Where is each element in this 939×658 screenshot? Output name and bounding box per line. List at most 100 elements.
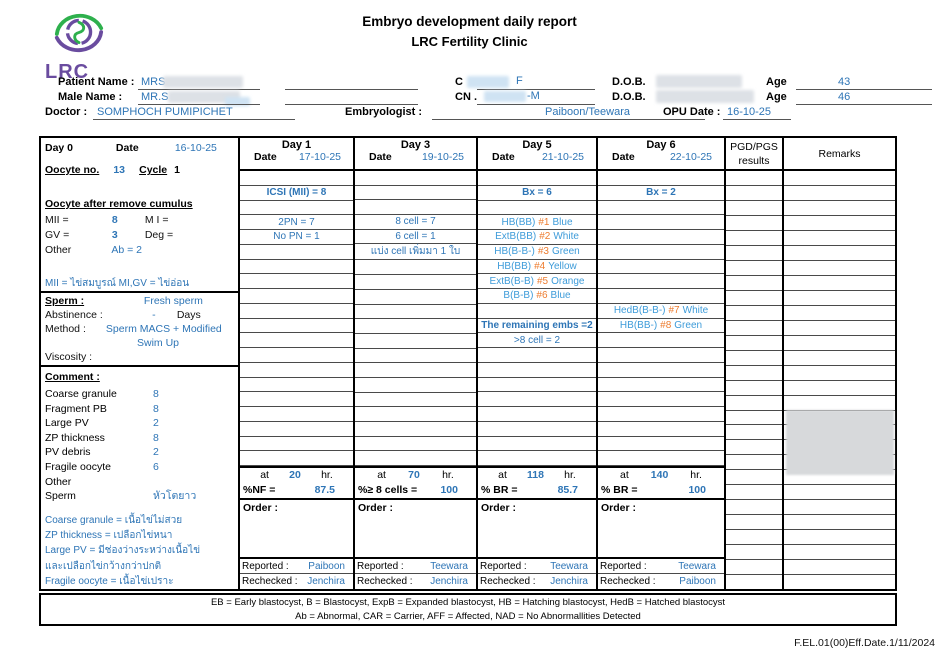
table-row xyxy=(784,545,895,561)
comment-item-label: Fragment PB xyxy=(45,402,107,415)
pgd-header-line2: results xyxy=(738,155,770,167)
table-row: ExtB(BB) #2 White xyxy=(478,230,596,245)
table-row xyxy=(598,215,724,230)
hours-value: 20 xyxy=(289,469,301,481)
oocyte-no-line: Oocyte no. 13 Cycle 1 xyxy=(45,164,236,176)
percentage-row: %NF = 87.5 xyxy=(240,482,353,500)
table-row xyxy=(726,381,782,396)
table-row xyxy=(726,560,782,576)
table-row xyxy=(726,530,782,546)
table-row xyxy=(240,378,353,393)
table-row xyxy=(355,437,476,452)
table-row xyxy=(240,289,353,304)
date-label: Date xyxy=(369,151,392,163)
day-column-header: Day 3 Date 19-10-25 xyxy=(355,138,476,171)
date-label: Date xyxy=(254,151,277,163)
table-row xyxy=(598,230,724,245)
comment-item-value: 6 xyxy=(153,460,159,473)
table-row xyxy=(726,291,782,306)
embryo-number-tag: #1 xyxy=(538,216,550,228)
form-code: F.EL.01(00)Eff.Date.1/11/2024 xyxy=(794,637,935,649)
table-row xyxy=(726,186,782,201)
table-row xyxy=(355,407,476,422)
table-row: HB(BB-) #8 Green xyxy=(598,319,724,334)
redaction-blob xyxy=(225,97,250,106)
table-row xyxy=(784,560,895,576)
date-label: Date xyxy=(612,151,635,163)
table-row xyxy=(598,392,724,407)
mii-gv-note: MII = ไข่สมบูรณ์ MI,GV = ไข่อ่อน xyxy=(45,278,190,289)
hr-label: hr. xyxy=(442,469,454,481)
table-row xyxy=(355,319,476,334)
patient-name-label: Patient Name : xyxy=(58,76,135,88)
table-row xyxy=(598,171,724,186)
table-row xyxy=(478,171,596,186)
comment-item-label: Large PV xyxy=(45,417,89,430)
at-label: at xyxy=(620,469,629,481)
table-row xyxy=(240,422,353,437)
observation-hours-row: at 140 hr. xyxy=(598,466,724,482)
gv-value: 3 xyxy=(111,229,118,241)
rechecked-value: Jenchira xyxy=(307,576,345,587)
table-row xyxy=(726,171,782,186)
table-row xyxy=(240,451,353,466)
day-column-header: Day 6 Date 22-10-25 xyxy=(598,138,724,171)
comment-item: PV debris 2 xyxy=(45,445,236,460)
pgd-column: PGD/PGS results xyxy=(724,138,782,589)
age2-label: Age xyxy=(766,91,787,103)
reported-value: Paiboon xyxy=(308,560,345,572)
cell-text: แบ่ง cell เพิ่มมา 1 ใบ xyxy=(370,246,461,258)
day-rows: Bx = 2 HedB(B-B-) #7 White HB(BB-) #8 Green xyxy=(598,171,724,466)
comment-item-label: ZP thickness xyxy=(45,431,105,444)
comment-item-label: Fragile oocyte xyxy=(45,460,111,473)
field-underline xyxy=(285,104,418,105)
table-row: 2PN = 7 xyxy=(240,215,353,230)
rechecked-value: Paiboon xyxy=(679,576,716,587)
table-row xyxy=(355,171,476,186)
day0-date-label: Date xyxy=(115,142,139,154)
table-row xyxy=(784,276,895,291)
table-row xyxy=(784,530,895,546)
table-row: HB(BB) #1 Blue xyxy=(478,215,596,230)
table-row xyxy=(784,171,895,186)
table-row xyxy=(784,201,895,216)
days-label: Days xyxy=(176,309,201,321)
table-row xyxy=(784,485,895,501)
table-row xyxy=(598,348,724,363)
reported-value: Teewara xyxy=(430,560,468,572)
method-label: Method : xyxy=(45,323,86,335)
embryo-grade: HedB(B-B-) xyxy=(613,305,666,317)
table-row: HB(BB) #4 Yellow xyxy=(478,260,596,275)
redaction-blob xyxy=(484,91,526,102)
deg-label: Deg = xyxy=(144,229,174,241)
hr-label: hr. xyxy=(321,469,333,481)
field-underline xyxy=(723,119,791,120)
mii-label: MII = xyxy=(45,214,69,226)
table-row xyxy=(726,366,782,381)
day3-column: Day 3 Date 19-10-25 8 cell = 7 6 cell = 1 แบ่… xyxy=(353,138,476,589)
table-row xyxy=(784,396,895,411)
comment-item: Coarse granule 8 xyxy=(45,387,236,402)
age2-value: 46 xyxy=(838,91,851,103)
remarks-column: Remarks xyxy=(782,138,895,589)
day6-column: Day 6 Date 22-10-25 Bx = 2 HedB(B-B-) #7 White… xyxy=(596,138,724,589)
legend-box: EB = Early blastocyst, B = Blastocyst, E… xyxy=(39,593,897,626)
table-row xyxy=(598,333,724,348)
at-label: at xyxy=(260,469,269,481)
table-row xyxy=(598,437,724,452)
cell-text: 8 cell = 7 xyxy=(395,216,436,228)
embryo-color-tag: Green xyxy=(674,319,703,331)
table-row xyxy=(784,321,895,336)
table-row xyxy=(726,231,782,246)
comment-note: ZP thickness = เปลือกไข่หนา xyxy=(45,530,173,542)
comment-item: Fragile oocyte 6 xyxy=(45,460,236,475)
abstinence-value: - xyxy=(152,309,156,321)
comment-items: Coarse granule 8 Fragment PB 8 Large PV 2 ZP t… xyxy=(45,387,236,504)
table-row xyxy=(726,515,782,531)
embryologist-value: Paiboon/Teewara xyxy=(545,106,631,118)
day-label: Day 3 xyxy=(400,139,431,151)
table-row: แบ่ง cell เพิ่มมา 1 ใบ xyxy=(355,244,476,261)
table-row xyxy=(726,351,782,366)
report-title: Embryo development daily report xyxy=(362,14,577,29)
at-label: at xyxy=(498,469,507,481)
